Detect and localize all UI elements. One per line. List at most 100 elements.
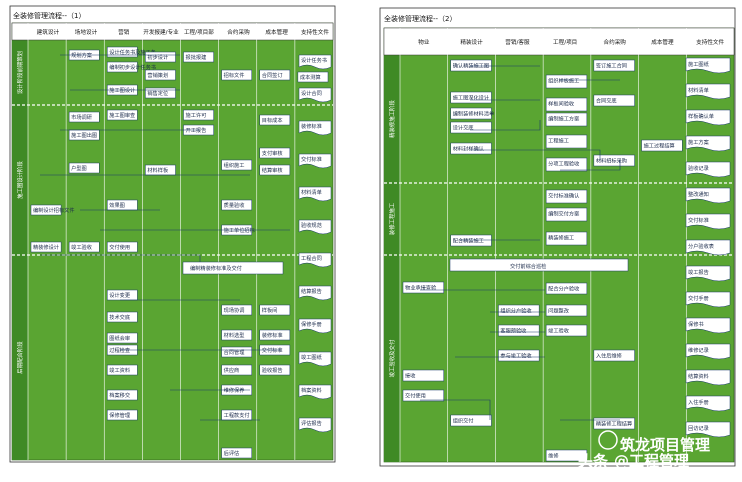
right-process-box [545, 189, 588, 204]
left-process-label: 报批报建 [186, 53, 207, 61]
left-process-box [259, 114, 291, 126]
left-process-box [183, 51, 214, 63]
left-column-header: 开发报建/专业 [143, 28, 179, 36]
right-support-doc-label: 样板确认单 [688, 112, 714, 120]
right-process-box [545, 157, 588, 172]
right-process-box [545, 74, 588, 89]
left-process-box [221, 447, 252, 459]
right-process-box [641, 139, 683, 152]
right-process-label: 施工图深化设计 [453, 94, 489, 102]
left-process-box [107, 311, 138, 323]
right-process-box [402, 369, 444, 382]
left-process-label: 支付审核 [262, 149, 283, 157]
right-process-label: 配合精装施工 [453, 237, 484, 245]
right-banner [449, 258, 629, 272]
left-support-doc [298, 186, 332, 202]
right-support-doc-label: 回访记录 [688, 424, 709, 432]
left-process-label: 竣工验收 [71, 243, 92, 251]
right-process-box [450, 142, 492, 155]
left-process-label: 编制设计招标文件 [33, 206, 75, 214]
left-process-box [259, 364, 291, 376]
right-process-label: 物业承接查验 [405, 284, 437, 292]
left-support-doc [298, 285, 332, 301]
right-process-box [450, 107, 492, 120]
left-process-label: 材料样板 [147, 166, 169, 174]
right-support-doc-label: 交付标准 [688, 216, 709, 224]
left-column-header: 支持性文件 [301, 28, 329, 36]
right-process-box [545, 449, 588, 462]
left-process-label: 施工图审查 [109, 111, 135, 119]
right-support-doc-label: 结算资料 [688, 372, 709, 380]
left-process-box [107, 61, 138, 73]
right-process-box [593, 94, 635, 107]
left-column-header: 场地设计 [75, 28, 98, 36]
right-process-label: 材料招标采购 [596, 157, 627, 165]
left-column-header: 工程/项目部 [184, 28, 214, 36]
left-process-label: 效果图 [109, 201, 125, 209]
left-process-label: 结算审核 [262, 166, 283, 174]
right-support-doc [685, 343, 731, 360]
right-column-header: 精装设计 [460, 38, 483, 46]
right-process-label: 接收 [405, 372, 415, 380]
right-process-box [450, 121, 492, 134]
right-process-label: 精装修工程结算 [596, 420, 632, 428]
left-process-label: 招标文件 [224, 71, 245, 79]
left-support-doc-label: 装修标准 [301, 122, 322, 130]
left-process-label: 装修标准 [262, 331, 283, 339]
left-process-box [107, 241, 138, 253]
right-process-box [545, 282, 588, 295]
left-process-label: 后评估 [224, 449, 240, 457]
left-process-label: 设计变更 [109, 291, 131, 299]
left-process-label: 样板间 [262, 306, 278, 314]
left-lane-label: 施工图设计阶段 [16, 161, 24, 199]
right-process-box [498, 349, 540, 362]
right-process-box [545, 324, 588, 337]
right-column-header: 合约采购 [604, 38, 627, 46]
left-support-doc [298, 417, 332, 433]
left-process-box [145, 51, 176, 63]
left-process-label: 营销策划 [147, 71, 168, 79]
right-lane-label: 竣工验收及交付 [388, 339, 396, 377]
right-process-box [593, 59, 635, 72]
left-process-label: 市场调研 [71, 113, 92, 121]
right-lane-label: 装修工程施工 [388, 202, 396, 235]
right-process-label: 编制装修材料清单 [453, 110, 495, 118]
right-support-doc-label: 分户验收表 [688, 242, 715, 250]
left-process-label: 技术交底 [109, 313, 130, 321]
right-process-label: 交付使用 [405, 392, 426, 400]
left-process-box [30, 204, 62, 216]
left-process-box [183, 109, 214, 121]
right-support-doc-label: 维修记录 [688, 346, 709, 354]
left-process-label: 现场协调 [224, 306, 245, 314]
left-process-label: 施工图出图 [71, 131, 97, 139]
left-lane-label: 设计阶段前期策划 [16, 51, 24, 94]
left-title: 全装修管理流程--（1） [13, 11, 86, 20]
right-support-doc-label: 施工方案 [688, 138, 710, 146]
left-support-doc-label: 交付标准 [301, 155, 322, 163]
right-support-doc [685, 161, 731, 178]
left-support-doc-label: 材料清单 [301, 188, 322, 196]
left-support-doc-label: 设计合同 [301, 89, 322, 97]
right-support-doc [685, 291, 731, 308]
left-process-box [259, 69, 291, 81]
right-process-label: 组织分户验收 [500, 307, 531, 315]
left-process-label: 档案移交 [109, 391, 130, 399]
left-process-label: 合同签订 [262, 71, 283, 79]
left-support-doc-label: 保修手册 [301, 320, 322, 328]
right-process-label: 参与竣工验收 [500, 352, 531, 360]
left-process-box [145, 69, 176, 81]
right-process-label: 设计交底 [453, 124, 474, 132]
left-support-doc [298, 153, 332, 169]
left-process-box [221, 69, 252, 81]
right-process-box [545, 304, 588, 317]
right-process-label: 编制交付方案 [548, 210, 580, 218]
right-process-label: 合同交底 [596, 97, 617, 105]
right-process-box [498, 324, 540, 337]
left-process-box [68, 111, 100, 123]
left-banner [182, 261, 284, 275]
left-process-label: 目标成本 [262, 116, 283, 124]
left-column-header: 建筑设计 [37, 28, 60, 36]
right-support-doc-label: 施工图纸 [688, 60, 709, 68]
right-process-label: 签订施工合同 [596, 62, 627, 70]
right-support-doc-label: 材料清单 [688, 86, 709, 94]
